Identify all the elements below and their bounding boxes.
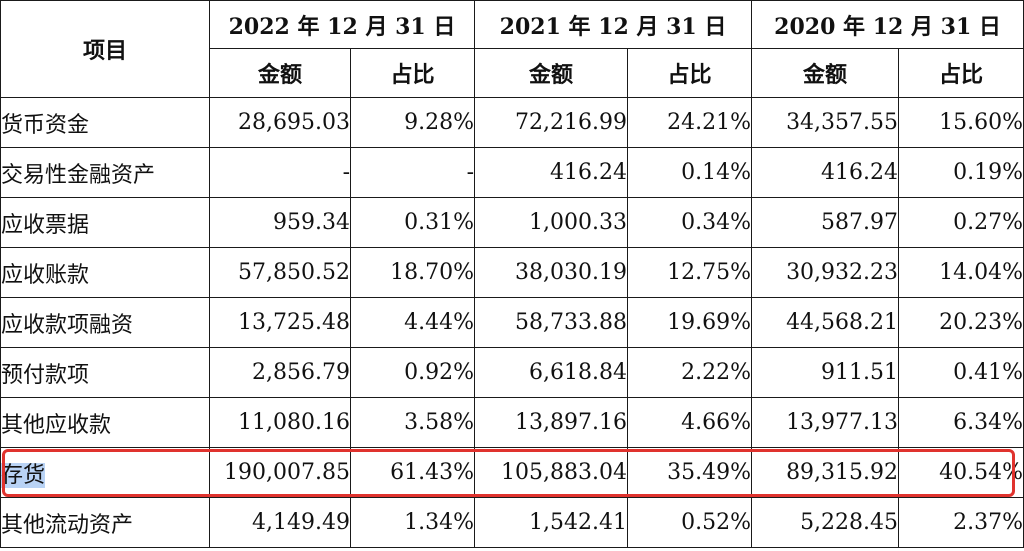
amount-cell: - bbox=[209, 147, 351, 198]
ratio-cell: 0.27% bbox=[898, 197, 1024, 248]
ratio-cell: 0.34% bbox=[627, 197, 753, 248]
amount-cell: 72,216.99 bbox=[474, 97, 629, 148]
ratio-cell: 0.92% bbox=[349, 347, 476, 398]
ratio-cell: 2.22% bbox=[627, 347, 753, 398]
row-label: 应收账款 bbox=[0, 247, 210, 298]
table-row: 应收款项融资 13,725.48 4.44% 58,733.88 19.69% … bbox=[0, 297, 1024, 348]
amount-cell: 911.51 bbox=[751, 347, 900, 398]
amount-header-2020: 金额 bbox=[751, 48, 900, 98]
amount-cell: 416.24 bbox=[751, 147, 900, 198]
period-header-2022: 2022 年 12 月 31 日 bbox=[208, 0, 476, 49]
ratio-cell: 0.52% bbox=[627, 497, 753, 548]
ratio-header-2020: 占比 bbox=[898, 48, 1024, 98]
ratio-cell: 0.41% bbox=[898, 347, 1024, 398]
table-row: 应收账款 57,850.52 18.70% 38,030.19 12.75% 3… bbox=[0, 247, 1024, 298]
ratio-cell: 4.66% bbox=[627, 397, 753, 448]
ratio-cell: - bbox=[349, 147, 476, 198]
table-row: 交易性金融资产 - - 416.24 0.14% 416.24 0.19% bbox=[0, 147, 1024, 198]
amount-cell: 190,007.85 bbox=[209, 447, 351, 498]
amount-cell: 105,883.04 bbox=[474, 447, 629, 498]
ratio-cell: 35.49% bbox=[627, 447, 753, 498]
ratio-cell: 20.23% bbox=[898, 297, 1024, 348]
amount-cell: 57,850.52 bbox=[209, 247, 351, 298]
ratio-cell: 0.14% bbox=[627, 147, 753, 198]
ratio-cell: 19.69% bbox=[627, 297, 753, 348]
amount-cell: 34,357.55 bbox=[751, 97, 900, 148]
amount-cell: 89,315.92 bbox=[751, 447, 900, 498]
ratio-cell: 15.60% bbox=[898, 97, 1024, 148]
row-label: 其他流动资产 bbox=[0, 497, 210, 548]
table-row: 应收票据 959.34 0.31% 1,000.33 0.34% 587.97 … bbox=[0, 197, 1024, 248]
amount-header-2022: 金额 bbox=[209, 48, 351, 98]
ratio-header-2021: 占比 bbox=[627, 48, 753, 98]
row-label: 货币资金 bbox=[0, 97, 210, 148]
ratio-cell: 40.54% bbox=[898, 447, 1024, 498]
table-row: 预付款项 2,856.79 0.92% 6,618.84 2.22% 911.5… bbox=[0, 347, 1024, 398]
row-label: 应收票据 bbox=[0, 197, 210, 248]
amount-cell: 28,695.03 bbox=[209, 97, 351, 148]
table-row: 货币资金 28,695.03 9.28% 72,216.99 24.21% 34… bbox=[0, 97, 1024, 148]
amount-cell: 2,856.79 bbox=[209, 347, 351, 398]
amount-cell: 5,228.45 bbox=[751, 497, 900, 548]
ratio-cell: 3.58% bbox=[349, 397, 476, 448]
ratio-cell: 0.19% bbox=[898, 147, 1024, 198]
amount-cell: 1,000.33 bbox=[474, 197, 629, 248]
amount-header-2021: 金额 bbox=[474, 48, 629, 98]
row-label: 应收款项融资 bbox=[0, 297, 210, 348]
ratio-cell: 9.28% bbox=[349, 97, 476, 148]
amount-cell: 13,977.13 bbox=[751, 397, 900, 448]
amount-cell: 1,542.41 bbox=[474, 497, 629, 548]
amount-cell: 38,030.19 bbox=[474, 247, 629, 298]
period-header-2020: 2020 年 12 月 31 日 bbox=[751, 0, 1024, 49]
amount-cell: 30,932.23 bbox=[751, 247, 900, 298]
amount-cell: 11,080.16 bbox=[209, 397, 351, 448]
row-label: 存货 bbox=[0, 447, 210, 498]
ratio-cell: 12.75% bbox=[627, 247, 753, 298]
amount-cell: 587.97 bbox=[751, 197, 900, 248]
ratio-cell: 6.34% bbox=[898, 397, 1024, 448]
amount-cell: 13,897.16 bbox=[474, 397, 629, 448]
row-label: 交易性金融资产 bbox=[0, 147, 210, 198]
amount-cell: 959.34 bbox=[209, 197, 351, 248]
ratio-cell: 0.31% bbox=[349, 197, 476, 248]
amount-cell: 416.24 bbox=[474, 147, 629, 198]
table-row: 其他流动资产 4,149.49 1.34% 1,542.41 0.52% 5,2… bbox=[0, 497, 1024, 548]
table-row: 其他应收款 11,080.16 3.58% 13,897.16 4.66% 13… bbox=[0, 397, 1024, 448]
amount-cell: 4,149.49 bbox=[209, 497, 351, 548]
ratio-cell: 61.43% bbox=[349, 447, 476, 498]
ratio-cell: 14.04% bbox=[898, 247, 1024, 298]
selected-text[interactable]: 存货 bbox=[1, 462, 46, 488]
amount-cell: 58,733.88 bbox=[474, 297, 629, 348]
ratio-cell: 2.37% bbox=[898, 497, 1024, 548]
period-header-2021: 2021 年 12 月 31 日 bbox=[474, 0, 753, 49]
item-column-header: 项目 bbox=[0, 0, 210, 98]
amount-cell: 44,568.21 bbox=[751, 297, 900, 348]
row-label: 预付款项 bbox=[0, 347, 210, 398]
highlighted-table-row: 存货 190,007.85 61.43% 105,883.04 35.49% 8… bbox=[0, 447, 1024, 498]
amount-cell: 13,725.48 bbox=[209, 297, 351, 348]
ratio-cell: 1.34% bbox=[349, 497, 476, 548]
ratio-cell: 4.44% bbox=[349, 297, 476, 348]
row-label: 其他应收款 bbox=[0, 397, 210, 448]
ratio-cell: 24.21% bbox=[627, 97, 753, 148]
ratio-header-2022: 占比 bbox=[349, 48, 476, 98]
ratio-cell: 18.70% bbox=[349, 247, 476, 298]
amount-cell: 6,618.84 bbox=[474, 347, 629, 398]
